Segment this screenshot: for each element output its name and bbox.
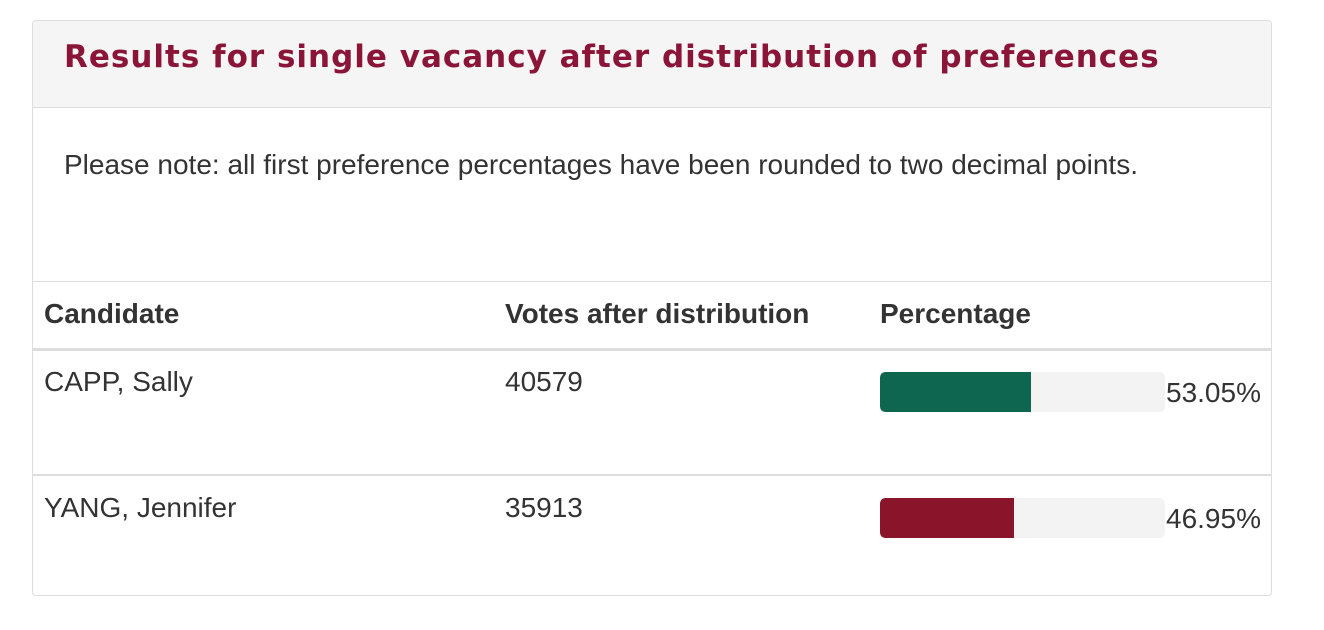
candidate-name: YANG, Jennifer bbox=[44, 492, 237, 523]
progress-track bbox=[880, 372, 1165, 412]
column-header: Candidate bbox=[44, 298, 180, 329]
votes: 35913 bbox=[505, 492, 583, 523]
percentage-label: 53.05% bbox=[1166, 377, 1261, 408]
candidate-name: CAPP, Sally bbox=[44, 366, 193, 397]
column-header: Percentage bbox=[880, 298, 1031, 329]
note: Please note: all first preference percen… bbox=[64, 149, 1138, 180]
progress-bar bbox=[880, 498, 1014, 538]
votes: 40579 bbox=[505, 366, 583, 397]
panel-title: Results for single vacancy after distrib… bbox=[64, 39, 1160, 75]
panel-header: Results for single vacancy after distrib… bbox=[33, 21, 1271, 108]
results-panel: Results for single vacancy after distrib… bbox=[32, 20, 1272, 596]
table-header: Candidate Votes after distribution Percent… bbox=[33, 281, 1271, 351]
table-row: YANG, Jennifer 35913 46.95% bbox=[33, 474, 1271, 595]
progress-track bbox=[880, 498, 1165, 538]
column-header: Votes after distribution bbox=[505, 298, 810, 329]
table-row: CAPP, Sally 40579 53.05% bbox=[33, 350, 1271, 473]
progress-bar bbox=[880, 372, 1032, 412]
percentage-label: 46.95% bbox=[1166, 503, 1261, 534]
